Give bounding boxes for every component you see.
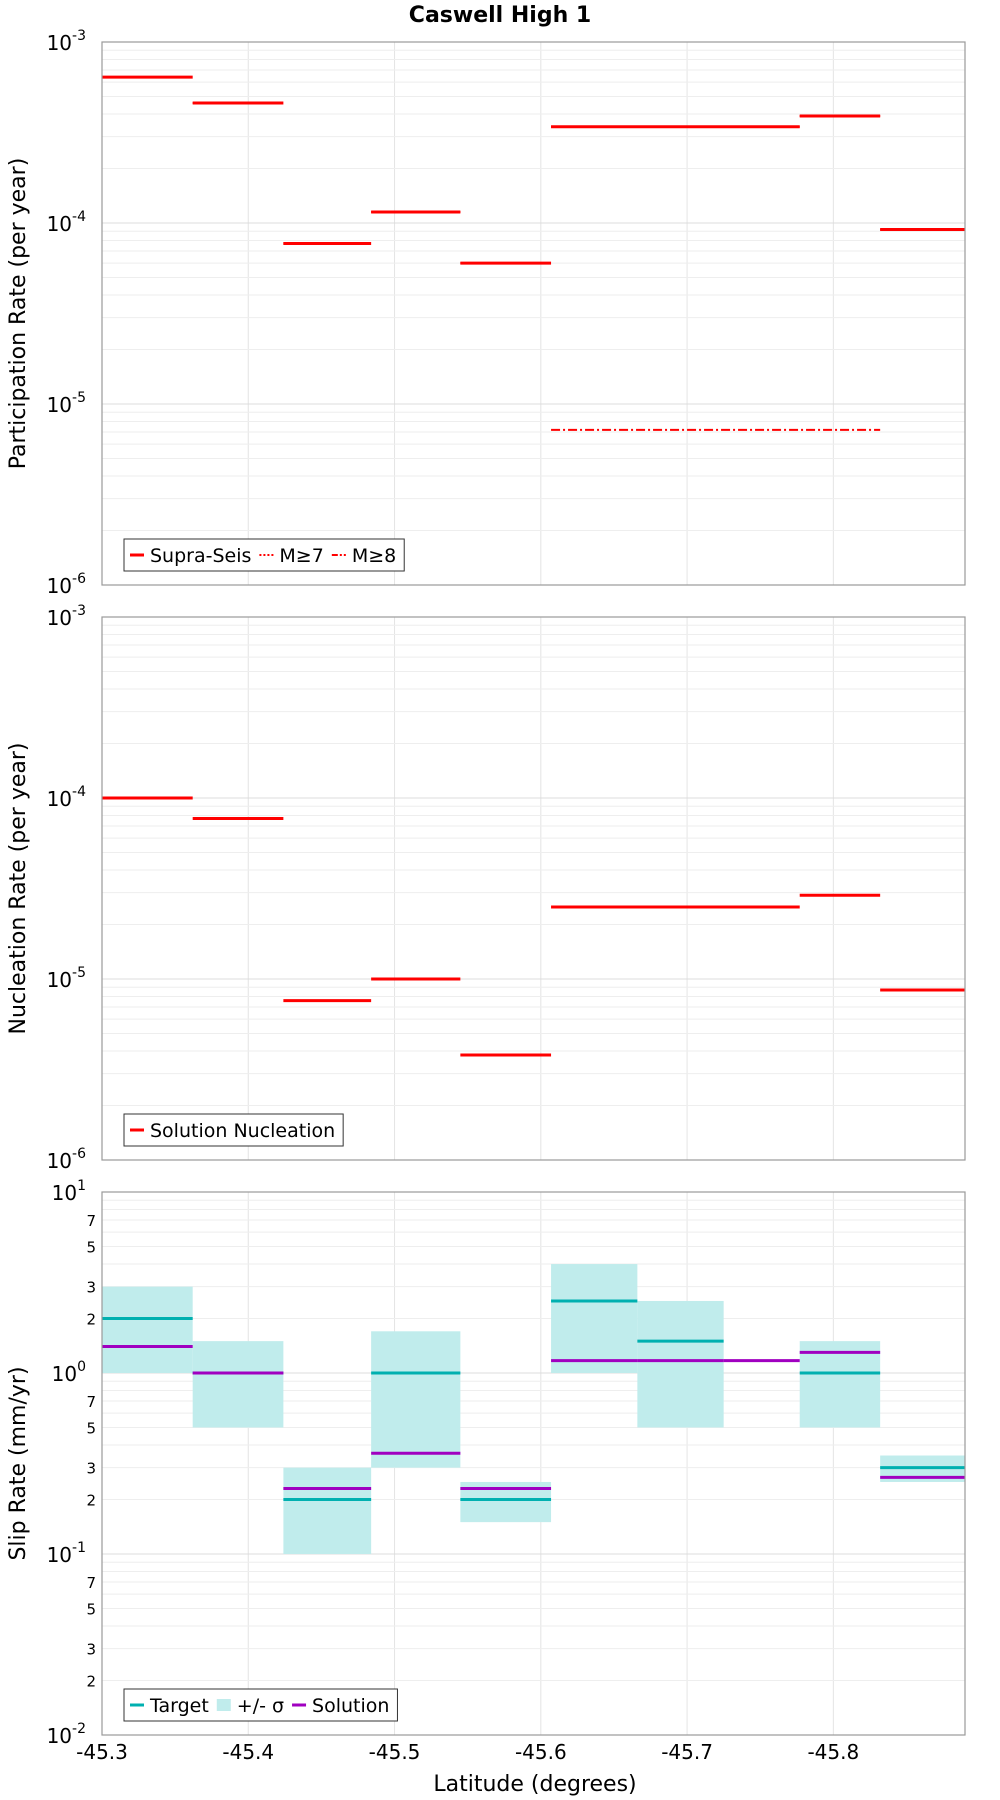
y-minor-tick-label: 5 [86,1419,96,1437]
y-minor-tick-label: 7 [86,1574,96,1592]
plot-frame [101,616,966,1161]
y-minor-tick-label: 7 [86,1212,96,1230]
panel-participation: 10-3 10-4 10-5 10-6 Participation Rate (per … [6,28,966,598]
y-minor-tick-label: 5 [86,1238,96,1256]
panel-slip: 101 100 10-1 10-2 7 5 3 2 7 5 3 2 7 5 3 2 Slip Rate (mm/… [6,1178,966,1748]
y-tick-label: 10-1 [47,1540,86,1567]
y-minor-tick-label: 7 [86,1393,96,1411]
legend-box [123,1688,398,1722]
y-minor-tick-label: 2 [86,1311,96,1329]
y-tick-label: 10-6 [47,1146,87,1173]
legend-label: +/- σ [237,1695,284,1717]
plot-frame [101,1191,966,1736]
panel-nucleation: 10-3 10-4 10-5 10-6 Nucleation Rate (per yea… [6,603,966,1173]
y-tick-label: 10-2 [47,1721,86,1748]
sigma-band [371,1331,461,1468]
y-axis-label: Participation Rate (per year) [6,158,31,470]
x-tick-label: -45.6 [515,1740,567,1764]
legend-label: M≥7 [279,545,323,567]
legend-box [123,1113,344,1147]
sigma-band [102,1286,193,1373]
y-tick-label: 10-6 [47,571,87,598]
sigma-band [192,1341,284,1428]
y-minor-tick-label: 2 [86,1492,96,1510]
legend-label: Target [149,1695,209,1717]
y-minor-tick-label: 3 [86,1279,96,1297]
x-tick-label: -45.5 [369,1740,421,1764]
y-tick-label: 101 [52,1178,86,1205]
x-tick-label: -45.4 [222,1740,274,1764]
x-tick-label: -45.7 [661,1740,713,1764]
y-tick-label: 10-3 [47,603,86,630]
legend-label: Solution Nucleation [150,1120,335,1142]
legend-label: M≥8 [352,545,396,567]
legend: Supra-Seis M≥7 M≥8 [123,538,405,572]
legend-label: Supra-Seis [150,545,251,567]
y-minor-tick-label: 3 [86,1460,96,1478]
legend: Solution Nucleation [123,1113,344,1147]
legend-swatch [216,1699,231,1711]
y-minor-tick-label: 5 [86,1600,96,1618]
sigma-band [551,1264,638,1373]
legend-label: Solution [312,1695,389,1717]
y-tick-label: 10-5 [47,390,86,417]
legend: Target +/- σ Solution [123,1688,398,1722]
sigma-band [637,1300,724,1428]
y-tick-label: 10-5 [47,965,86,992]
y-tick-label: 100 [52,1359,86,1386]
y-minor-tick-label: 2 [86,1673,96,1691]
y-tick-label: 10-4 [47,784,87,811]
x-tick-label: -45.3 [76,1740,128,1764]
plot-frame [101,41,966,586]
y-tick-label: 10-3 [47,28,86,55]
chart-title: Caswell High 1 [409,3,591,28]
y-minor-tick-label: 3 [86,1641,96,1659]
y-tick-label: 10-4 [47,209,87,236]
x-axis-label: Latitude (degrees) [433,1772,636,1797]
sigma-band [799,1341,881,1428]
x-tick-label: -45.8 [807,1740,859,1764]
y-axis-label: Nucleation Rate (per year) [6,743,31,1035]
sigma-band [283,1467,372,1554]
y-axis-label: Slip Rate (mm/yr) [6,1366,31,1560]
